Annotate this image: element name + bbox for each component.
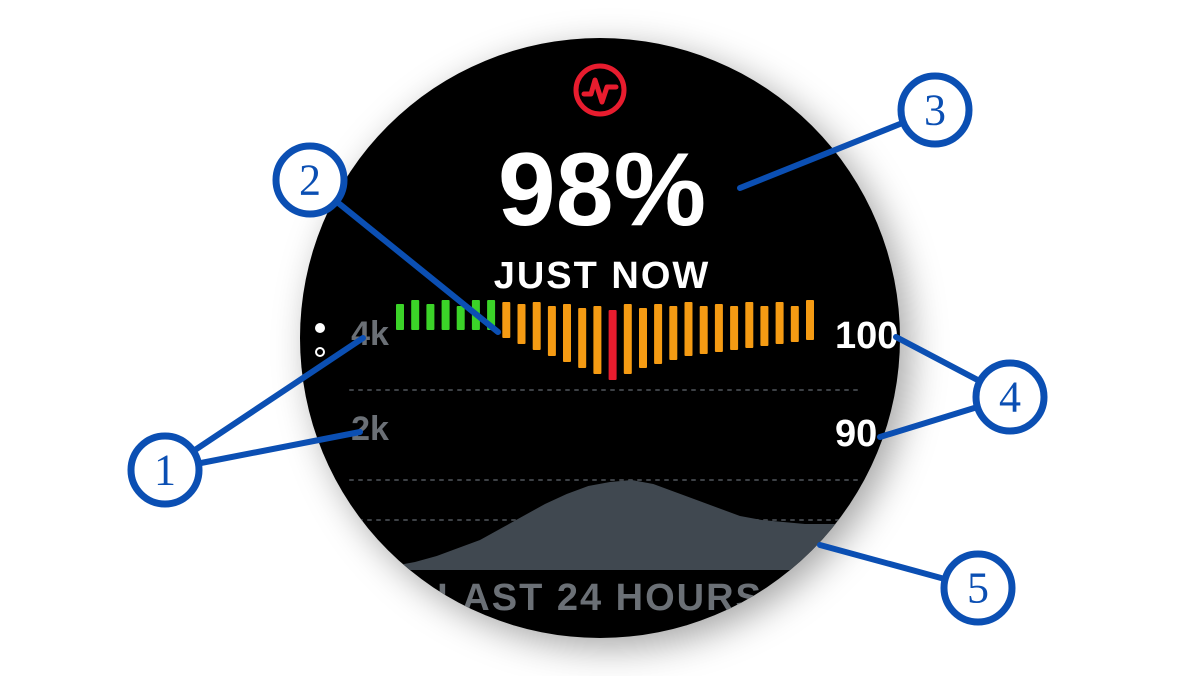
timeframe-label: LAST 24 HOURS bbox=[437, 577, 763, 619]
spo2-bar bbox=[411, 300, 419, 330]
spo2-bar bbox=[730, 306, 738, 350]
spo2-bar bbox=[700, 306, 708, 354]
spo2-bar bbox=[518, 304, 526, 344]
timestamp-label: JUST NOW bbox=[494, 255, 711, 297]
spo2-bar bbox=[609, 310, 617, 380]
spo2-bar bbox=[685, 302, 693, 356]
spo2-bar bbox=[396, 304, 404, 330]
spo2-bar bbox=[426, 304, 434, 330]
spo2-bar bbox=[563, 304, 571, 362]
spo2-bar bbox=[593, 306, 601, 374]
spo2-bar bbox=[457, 306, 465, 330]
stage: 98% JUST NOW 4k 2k 100 90 LAST 24 HOURS 1 2 3 4 5 bbox=[0, 0, 1200, 676]
spo2-bar bbox=[533, 302, 541, 350]
spo2-axis-label: 100 bbox=[835, 315, 898, 357]
altitude-axis-label: 2k bbox=[351, 410, 389, 448]
spo2-bar bbox=[502, 302, 510, 338]
spo2-bar bbox=[715, 304, 723, 352]
spo2-bar bbox=[639, 308, 647, 368]
callout-number: 4 bbox=[999, 373, 1021, 422]
spo2-bar bbox=[578, 308, 586, 368]
callout-number: 2 bbox=[299, 156, 321, 205]
spo2-bar bbox=[624, 304, 632, 374]
callout-number: 5 bbox=[967, 564, 989, 613]
callout-number: 1 bbox=[154, 446, 176, 495]
spo2-bar bbox=[548, 306, 556, 356]
spo2-bar bbox=[791, 306, 799, 342]
callout-number: 3 bbox=[924, 86, 946, 135]
spo2-bar bbox=[669, 306, 677, 360]
figure-svg: 98% JUST NOW 4k 2k 100 90 LAST 24 HOURS 1 2 3 4 5 bbox=[0, 0, 1200, 676]
spo2-bar bbox=[760, 306, 768, 346]
spo2-bar bbox=[806, 300, 814, 340]
spo2-bar bbox=[654, 304, 662, 364]
page-dot-active bbox=[315, 323, 325, 333]
spo2-value: 98% bbox=[498, 132, 706, 248]
spo2-bar bbox=[442, 300, 450, 330]
spo2-axis-label: 90 bbox=[835, 413, 877, 455]
spo2-bar bbox=[776, 302, 784, 344]
spo2-bar bbox=[745, 302, 753, 348]
altitude-axis-label: 4k bbox=[351, 315, 389, 353]
